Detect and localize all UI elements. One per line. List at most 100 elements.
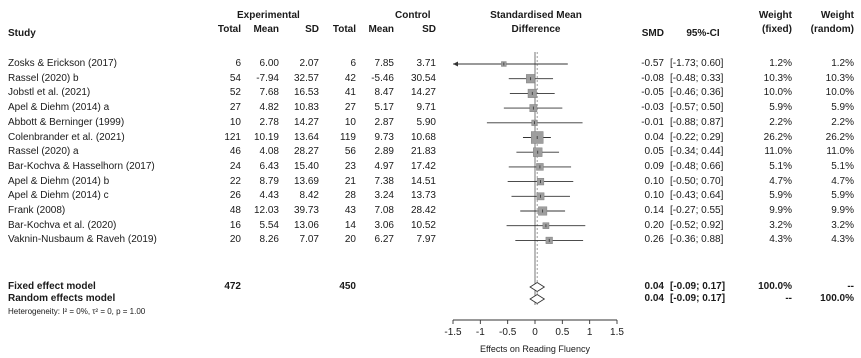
exp-total: 48: [229, 205, 241, 216]
exp-sd: 16.53: [293, 87, 319, 99]
weight-fixed: 5.1%: [769, 160, 792, 172]
ctl-mean: -5.46: [371, 72, 394, 84]
smd-value: -0.01: [641, 116, 664, 128]
study-name: Jobstl et al. (2021): [8, 87, 91, 99]
header-ctl-sd: SD: [422, 24, 436, 35]
study-name: Rassel (2020) b: [8, 72, 79, 84]
fixed-exp-total: 472: [224, 281, 241, 292]
ctl-total: 20: [344, 234, 356, 246]
header-smd-title-2: Difference: [511, 24, 561, 35]
ctl-total: 28: [344, 190, 356, 202]
ctl-total: 27: [344, 102, 356, 114]
study-name: Apel & Diehm (2014) c: [8, 190, 109, 202]
weight-fixed: 5.9%: [769, 102, 792, 114]
weight-fixed: 1.2%: [769, 58, 792, 69]
ctl-total: 14: [344, 219, 356, 231]
exp-sd: 7.07: [299, 234, 319, 246]
header-ctl-total: Total: [332, 24, 356, 35]
ctl-sd: 28.42: [410, 205, 436, 216]
exp-sd: 39.73: [293, 205, 319, 216]
weight-random: 9.9%: [831, 205, 854, 216]
header-weight-random-1: Weight: [820, 10, 854, 21]
x-tick-label: 1: [587, 327, 593, 338]
ctl-total: 21: [344, 175, 356, 187]
smd-value: 0.04: [644, 131, 664, 143]
exp-sd: 15.40: [293, 160, 319, 172]
header-exp-total: Total: [217, 24, 241, 35]
weight-fixed: 9.9%: [769, 205, 792, 216]
ctl-mean: 7.85: [374, 58, 394, 69]
ctl-total: 56: [344, 146, 356, 158]
study-name: Apel & Diehm (2014) a: [8, 102, 110, 114]
weight-fixed: 4.3%: [769, 234, 792, 246]
study-name: Bar-Kochva & Hasselhorn (2017): [8, 160, 155, 172]
fixed-model-label: Fixed effect model: [8, 281, 96, 292]
ctl-total: 6: [350, 58, 356, 69]
ci-value: [-0.27; 0.55]: [670, 205, 724, 216]
ctl-total: 43: [344, 205, 356, 216]
weight-fixed: 5.9%: [769, 190, 792, 202]
ci-value: [-0.50; 0.70]: [670, 175, 724, 187]
header-exp-mean: Mean: [253, 24, 279, 35]
study-name: Abbott & Berninger (1999): [8, 116, 125, 128]
fixed-ci: [-0.09; 0.17]: [670, 281, 726, 292]
ctl-mean: 2.87: [374, 116, 394, 128]
ctl-sd: 10.52: [410, 219, 436, 231]
exp-sd: 8.42: [299, 190, 319, 202]
ctl-mean: 3.24: [374, 190, 394, 202]
header-weight-fixed-1: Weight: [758, 10, 792, 21]
exp-total: 20: [229, 234, 241, 246]
exp-sd: 13.64: [293, 131, 319, 143]
weight-random: 11.0%: [826, 146, 854, 158]
study-name: Colenbrander et al. (2021): [8, 131, 125, 143]
weight-random: 4.3%: [831, 234, 854, 246]
exp-total: 6: [235, 58, 241, 69]
ctl-sd: 10.68: [410, 131, 436, 143]
ctl-mean: 7.08: [374, 205, 394, 216]
smd-value: 0.09: [644, 160, 664, 172]
exp-mean: 12.03: [253, 205, 279, 216]
exp-sd: 13.06: [293, 219, 319, 231]
exp-mean: -7.94: [256, 72, 279, 84]
ctl-mean: 5.17: [374, 102, 394, 114]
ctl-sd: 5.90: [416, 116, 436, 128]
x-tick-label: -0.5: [499, 327, 517, 338]
exp-total: 46: [229, 146, 241, 158]
ci-value: [-0.22; 0.29]: [670, 131, 724, 143]
weight-random: 5.9%: [831, 102, 854, 114]
exp-mean: 4.43: [259, 190, 279, 202]
study-name: Zosks & Erickson (2017): [8, 58, 117, 69]
smd-value: 0.10: [644, 190, 664, 202]
header-experimental: Experimental: [237, 10, 300, 21]
ctl-sd: 21.83: [410, 146, 436, 158]
ci-arrow: [453, 61, 458, 67]
header-weight-random-2: (random): [810, 24, 854, 35]
exp-mean: 4.82: [259, 102, 279, 114]
fixed-smd: 0.04: [644, 281, 664, 292]
smd-value: -0.05: [641, 87, 664, 99]
weight-random: 2.2%: [831, 116, 854, 128]
study-name: Vaknin-Nusbaum & Raveh (2019): [8, 234, 157, 246]
ci-value: [-0.52; 0.92]: [670, 219, 724, 231]
ctl-total: 23: [344, 160, 356, 172]
random-smd: 0.04: [644, 293, 664, 304]
weight-random: 4.7%: [831, 175, 854, 187]
random-effect-diamond: [529, 293, 546, 305]
header-ctl-mean: Mean: [368, 24, 394, 35]
exp-mean: 8.26: [259, 234, 279, 246]
exp-mean: 10.19: [253, 131, 279, 143]
ci-value: [-0.57; 0.50]: [670, 102, 724, 114]
exp-sd: 14.27: [293, 116, 319, 128]
ci-value: [-0.48; 0.33]: [670, 72, 724, 84]
header-smd: SMD: [641, 28, 664, 39]
smd-value: -0.08: [641, 72, 664, 84]
smd-value: 0.14: [644, 205, 664, 216]
weight-fixed: 10.3%: [763, 72, 792, 84]
exp-mean: 5.54: [259, 219, 279, 231]
exp-total: 10: [229, 116, 241, 128]
ctl-mean: 6.27: [374, 234, 394, 246]
header-weight-fixed-2: (fixed): [762, 24, 792, 35]
heterogeneity-text: Heterogeneity: I² = 0%, τ² = 0, p = 1.00: [8, 307, 146, 316]
ctl-sd: 13.73: [410, 190, 436, 202]
exp-mean: 8.79: [259, 175, 279, 187]
